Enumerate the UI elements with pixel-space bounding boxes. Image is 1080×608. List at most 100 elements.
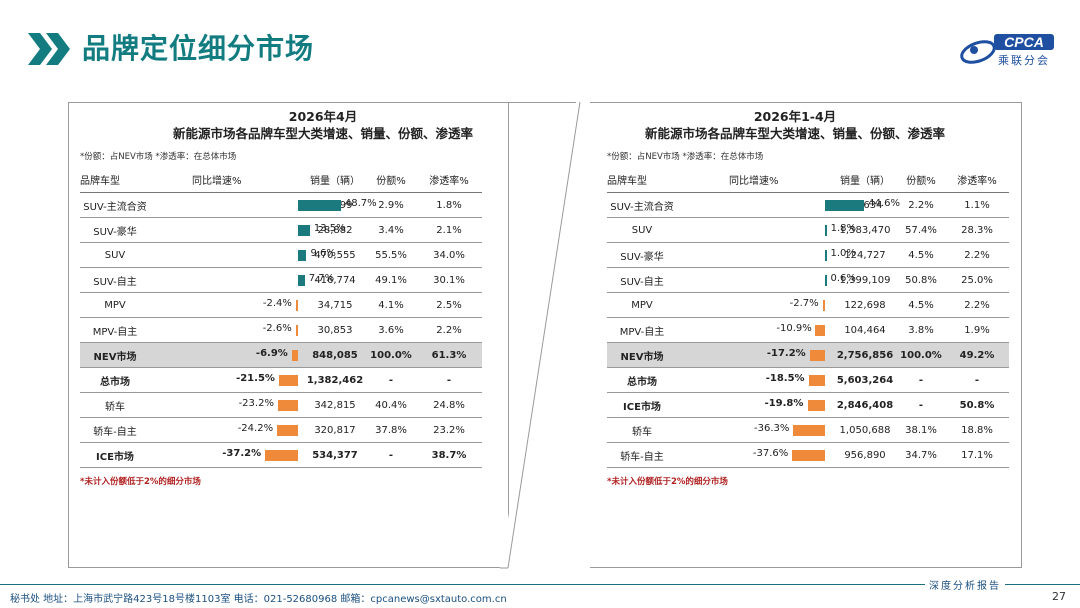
growth-label: -24.2% xyxy=(237,423,274,434)
page-number: 27 xyxy=(1052,590,1066,603)
growth-bar xyxy=(265,450,298,461)
col-header: 销量（辆） xyxy=(304,167,366,193)
growth-bar xyxy=(298,200,341,211)
table-row: SUV-自主 0.6% 1,399,109 50.8% 25.0% xyxy=(607,267,1009,293)
segment-name: SUV-主流合资 xyxy=(607,192,677,218)
segment-name: 总市场 xyxy=(607,367,677,393)
share-cell: - xyxy=(897,367,945,393)
penetration-cell: 24.8% xyxy=(416,392,482,418)
growth-cell: -37.6% xyxy=(677,442,833,468)
growth-cell: 13.5% xyxy=(150,217,346,243)
growth-bar xyxy=(295,325,298,336)
growth-cell: -36.3% xyxy=(677,417,833,443)
share-cell: 57.4% xyxy=(897,217,945,243)
table-row: SUV-豪华 13.5% 28,882 3.4% 2.1% xyxy=(80,217,482,243)
segment-name: MPV-自主 xyxy=(607,317,677,343)
growth-cell: -10.9% xyxy=(677,317,833,343)
penetration-cell: 49.2% xyxy=(945,342,1009,368)
growth-bar xyxy=(279,375,298,386)
growth-cell: 7.7% xyxy=(150,267,334,293)
share-cell: 2.2% xyxy=(897,192,945,218)
sales-cell: 1,399,109 xyxy=(833,267,897,293)
growth-cell: -6.9% xyxy=(150,342,304,368)
share-cell: 3.4% xyxy=(366,217,416,243)
table-row: 总市场 -21.5% 1,382,462- - xyxy=(80,367,482,393)
penetration-cell: 2.5% xyxy=(416,292,482,318)
growth-bar xyxy=(825,250,827,261)
table-row: SUV-豪华 1.0% 124,727 4.5% 2.2% xyxy=(607,242,1009,268)
segment-name: 轿车-自主 xyxy=(80,417,150,443)
growth-label: 0.6% xyxy=(830,273,856,284)
sales-cell: 2,756,856 xyxy=(833,342,897,368)
growth-bar xyxy=(298,225,310,236)
table-row: MPV -2.4% 34,715 4.1% 2.5% xyxy=(80,292,482,318)
growth-bar xyxy=(825,200,865,211)
segment-name: MPV-自主 xyxy=(80,317,150,343)
table-row: MPV-自主 -10.9% 104,464 3.8% 1.9% xyxy=(607,317,1009,343)
growth-bar xyxy=(793,425,825,436)
growth-bar xyxy=(791,450,825,461)
penetration-cell: 2.2% xyxy=(416,317,482,343)
growth-cell: -18.5% xyxy=(677,367,833,393)
segment-name: MPV xyxy=(80,292,150,318)
table-row: NEV市场 -6.9% 848,085 100.0% 61.3% xyxy=(80,342,482,368)
col-header: 品牌车型 xyxy=(80,167,150,193)
sales-cell: 320,817 xyxy=(304,417,366,443)
sales-cell: 104,464 xyxy=(833,317,897,343)
growth-label: 9.6% xyxy=(310,248,336,259)
penetration-cell: 38.7% xyxy=(416,442,482,468)
share-cell: 2.9% xyxy=(366,192,416,218)
logo-swoosh-icon xyxy=(960,40,996,64)
penetration-cell: 1.1% xyxy=(945,192,1009,218)
sales-cell: 124,727 xyxy=(833,242,897,268)
growth-cell: -37.2% xyxy=(150,442,304,468)
col-header: 渗透率% xyxy=(945,167,1009,193)
col-header: 销量（辆） xyxy=(833,167,897,193)
penetration-cell: 30.1% xyxy=(416,267,482,293)
growth-bar xyxy=(276,425,298,436)
growth-label: -2.6% xyxy=(262,323,292,334)
growth-label: -6.9% xyxy=(255,348,288,359)
table-row: NEV市场 -17.2% 2,756,856 100.0% 49.2% xyxy=(607,342,1009,368)
segment-name: SUV-自主 xyxy=(607,267,677,293)
growth-label: 44.6% xyxy=(868,198,901,209)
share-cell: 55.5% xyxy=(366,242,416,268)
header: 品牌定位细分市场 CPCA 乘联分会 xyxy=(0,0,1080,80)
penetration-cell: 2.2% xyxy=(945,242,1009,268)
panel-divider xyxy=(500,101,590,569)
penetration-cell: 34.0% xyxy=(416,242,482,268)
growth-label: -2.7% xyxy=(789,298,819,309)
sales-cell: 534,377 xyxy=(304,442,366,468)
table-row: 轿车-自主 -37.6% 956,890 34.7% 17.1% xyxy=(607,442,1009,468)
share-cell: 37.8% xyxy=(366,417,416,443)
segment-name: 轿车-自主 xyxy=(607,442,677,468)
col-header: 同比增速% xyxy=(677,167,833,193)
growth-cell: -19.8% xyxy=(677,392,833,418)
sales-cell: 5,603,264 xyxy=(833,367,897,393)
growth-label: -17.2% xyxy=(766,348,806,359)
panel-title: 2026年1-4月 xyxy=(753,109,837,124)
growth-cell: -23.2% xyxy=(150,392,304,418)
growth-label: 13.5% xyxy=(313,223,346,234)
segment-name: 轿车 xyxy=(607,417,677,443)
share-cell: 34.7% xyxy=(897,442,945,468)
growth-bar xyxy=(298,250,307,261)
segment-name: 总市场 xyxy=(80,367,150,393)
panel-subtitle: 新能源市场各品牌车型大类增速、销量、份额、渗透率 xyxy=(172,126,473,141)
share-cell: 4.1% xyxy=(366,292,416,318)
growth-label: -36.3% xyxy=(754,423,790,434)
segment-name: NEV市场 xyxy=(80,342,150,368)
growth-cell: 1.8% xyxy=(677,217,856,243)
col-header: 同比增速% xyxy=(150,167,304,193)
share-cell: 4.5% xyxy=(897,292,945,318)
growth-bar xyxy=(815,325,825,336)
share-cell: 50.8% xyxy=(897,267,945,293)
col-header: 渗透率% xyxy=(416,167,482,193)
share-cell: - xyxy=(897,392,945,418)
growth-bar xyxy=(809,350,825,361)
growth-cell: -2.4% xyxy=(150,292,304,318)
share-cell: - xyxy=(366,367,416,393)
growth-bar xyxy=(825,275,827,286)
growth-bar xyxy=(298,275,305,286)
growth-label: -18.5% xyxy=(765,373,805,384)
